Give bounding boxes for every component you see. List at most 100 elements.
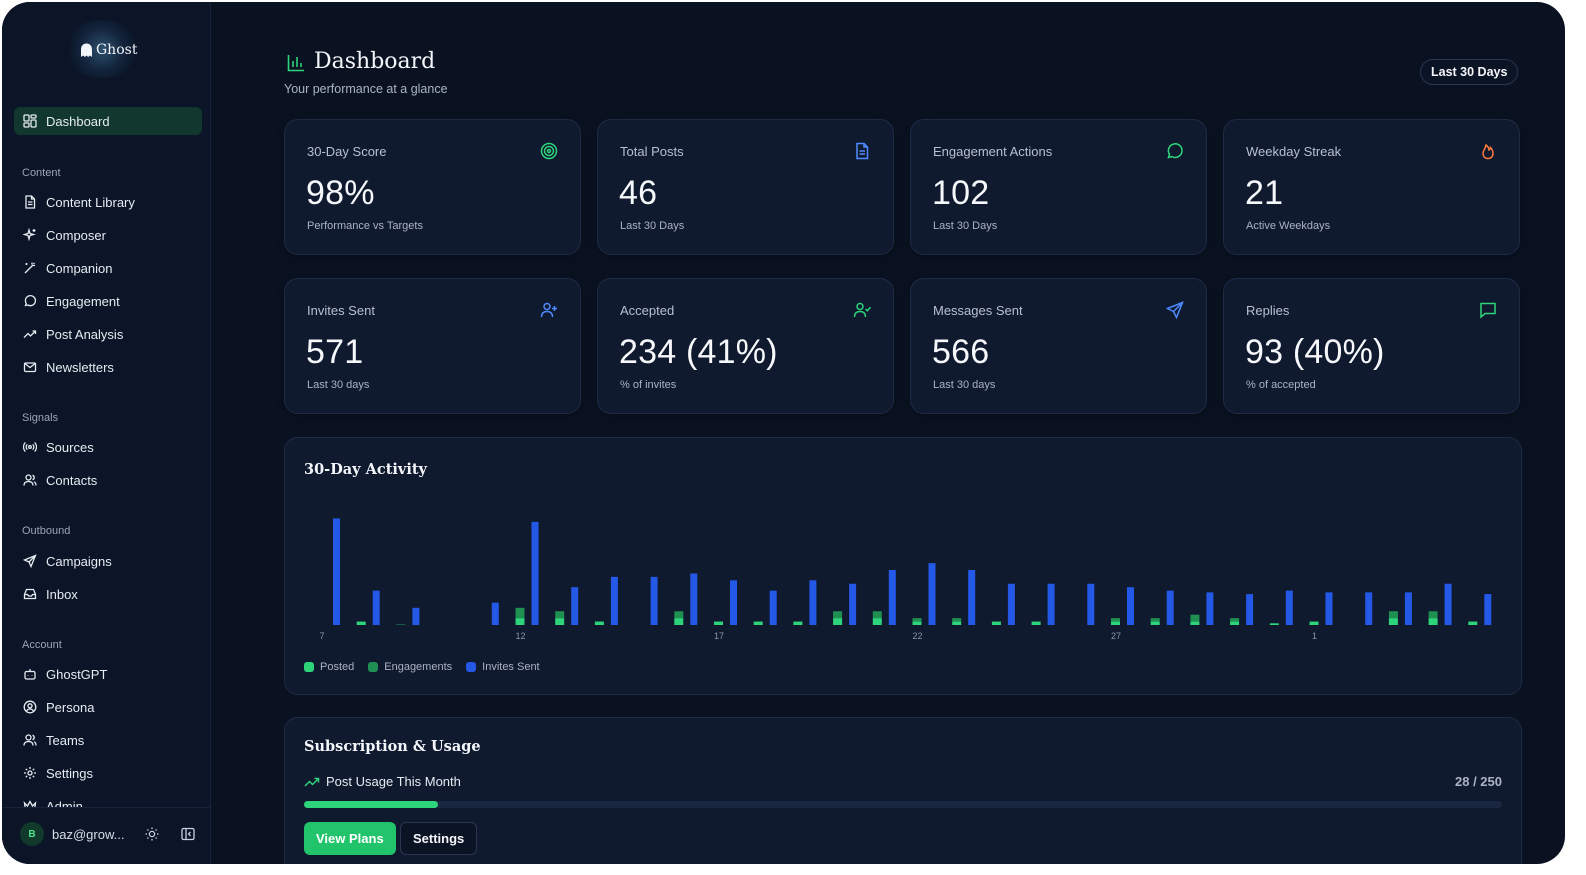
bar-invites-sent: [531, 521, 539, 625]
bar-invites-sent: [1444, 583, 1452, 625]
sidebar-collapse-icon[interactable]: [180, 826, 196, 842]
layout-grid-icon: [23, 114, 37, 128]
logo-glow: [64, 20, 140, 78]
bar-posted: [1111, 621, 1120, 625]
sidebar-item-content-library[interactable]: Content Library: [14, 188, 202, 216]
bar-posted: [833, 618, 843, 625]
bar-invites-sent: [1484, 594, 1492, 625]
sidebar-item-label: Inbox: [46, 586, 78, 602]
view-plans-button[interactable]: View Plans: [304, 822, 396, 855]
bar-engagements: [1230, 618, 1240, 622]
trending-up-icon: [23, 330, 37, 338]
bar-posted: [714, 621, 723, 625]
stat-sub: Active Weekdays: [1246, 220, 1331, 232]
sidebar-item-settings[interactable]: Settings: [14, 759, 202, 787]
usage-count: 28 / 250: [1455, 774, 1502, 789]
stat-value: 93 (40%): [1245, 333, 1385, 371]
sidebar-item-post-analysis[interactable]: Post Analysis: [14, 320, 202, 348]
section-label-account: Account: [22, 639, 62, 651]
bar-engagements: [674, 611, 684, 619]
stat-sub: Last 30 days: [307, 379, 370, 391]
app-frame: Ghost Dashboard Content Content Library …: [2, 2, 1565, 864]
legend-label: Posted: [320, 661, 355, 673]
stat-label: Accepted: [620, 303, 675, 318]
stat-label: Total Posts: [620, 144, 684, 159]
bar-posted: [1468, 621, 1478, 625]
sidebar-item-contacts[interactable]: Contacts: [14, 466, 202, 494]
sun-icon[interactable]: [144, 826, 160, 842]
usage-progress: [304, 801, 1502, 808]
stat-sub: % of accepted: [1246, 379, 1316, 391]
bar-invites-sent: [1047, 583, 1055, 625]
legend-label: Engagements: [384, 661, 453, 673]
bar-posted: [555, 618, 565, 625]
sidebar-item-engagement[interactable]: Engagement: [14, 287, 202, 315]
bar-invites-sent: [1127, 587, 1134, 625]
legend-label: Invites Sent: [482, 661, 540, 673]
user-email[interactable]: baz@grow...: [52, 827, 125, 842]
stat-label: Replies: [1246, 303, 1290, 318]
sidebar-item-composer[interactable]: Composer: [14, 221, 202, 249]
bot-icon: [24, 669, 36, 680]
sidebar-item-companion[interactable]: Companion: [14, 254, 202, 282]
sparkles-icon: [23, 228, 36, 242]
bar-engagements: [1111, 618, 1120, 622]
bar-invites-sent: [372, 590, 380, 625]
section-label-signals: Signals: [22, 412, 59, 424]
logo[interactable]: Ghost: [80, 38, 137, 62]
bar-posted: [952, 621, 962, 625]
bar-posted: [356, 621, 366, 625]
sidebar-item-label: Teams: [46, 732, 85, 748]
date-range-button[interactable]: Last 30 Days: [1420, 59, 1519, 85]
sidebar-item-campaigns[interactable]: Campaigns: [14, 547, 202, 575]
legend-swatch: [368, 662, 379, 672]
bar-engagements: [1388, 611, 1398, 619]
target-icon: [540, 142, 558, 160]
bar-chart-icon: [287, 55, 304, 72]
bar-invites-sent: [1325, 592, 1333, 625]
section-label-content: Content: [22, 167, 61, 179]
bar-engagements: [1190, 614, 1200, 622]
bar-invites-sent: [610, 576, 618, 625]
x-tick-label: 27: [1111, 631, 1121, 641]
activity-panel: 30-Day Activity 7 12 17 22 27 1 Posted Engage…: [284, 437, 1522, 695]
sidebar-item-ghostgpt[interactable]: GhostGPT: [14, 660, 202, 688]
stat-value: 571: [306, 333, 364, 371]
sidebar-item-sources[interactable]: Sources: [14, 433, 202, 461]
bar-invites-sent: [650, 576, 658, 625]
sidebar-item-dashboard[interactable]: Dashboard: [14, 107, 202, 135]
bar-engagements: [515, 607, 525, 619]
stat-label: 30-Day Score: [307, 144, 387, 159]
legend-item-engagements: Engagements: [368, 661, 452, 673]
x-tick-label: 1: [1312, 631, 1317, 641]
stat-card-score: 30-Day Score 98% Performance vs Targets: [284, 119, 581, 255]
bar-engagements: [1428, 611, 1438, 619]
ghost-icon: [81, 43, 92, 57]
bar-invites-sent: [333, 518, 340, 625]
stat-value: 21: [1245, 174, 1284, 212]
gear-icon: [24, 767, 36, 779]
send-icon: [23, 554, 37, 568]
sidebar-item-teams[interactable]: Teams: [14, 726, 202, 754]
settings-button[interactable]: Settings: [400, 822, 478, 855]
bar-posted: [753, 621, 763, 625]
bar-engagements: [1150, 618, 1160, 622]
sidebar-footer: B baz@grow...: [2, 807, 210, 864]
stat-label: Engagement Actions: [933, 144, 1053, 159]
sidebar-item-newsletters[interactable]: Newsletters: [14, 353, 202, 381]
wand-icon: [24, 262, 35, 274]
sidebar-item-label: Settings: [46, 765, 93, 781]
bar-invites-sent: [1087, 583, 1095, 625]
stat-card-accepted: Accepted 234 (41%) % of invites: [597, 278, 894, 414]
sidebar-item-label: Engagement: [46, 293, 120, 309]
sidebar-item-label: Companion: [46, 260, 113, 276]
x-tick-label: 22: [912, 631, 922, 641]
legend-swatch: [466, 662, 477, 672]
avatar[interactable]: B: [20, 822, 44, 846]
sidebar-item-persona[interactable]: Persona: [14, 693, 202, 721]
sidebar-item-inbox[interactable]: Inbox: [14, 580, 202, 608]
file-text-icon: [25, 195, 36, 209]
bar-invites-sent: [1404, 592, 1412, 625]
chat-bubble-icon: [1167, 143, 1183, 159]
sidebar-item-label: Content Library: [46, 194, 135, 210]
